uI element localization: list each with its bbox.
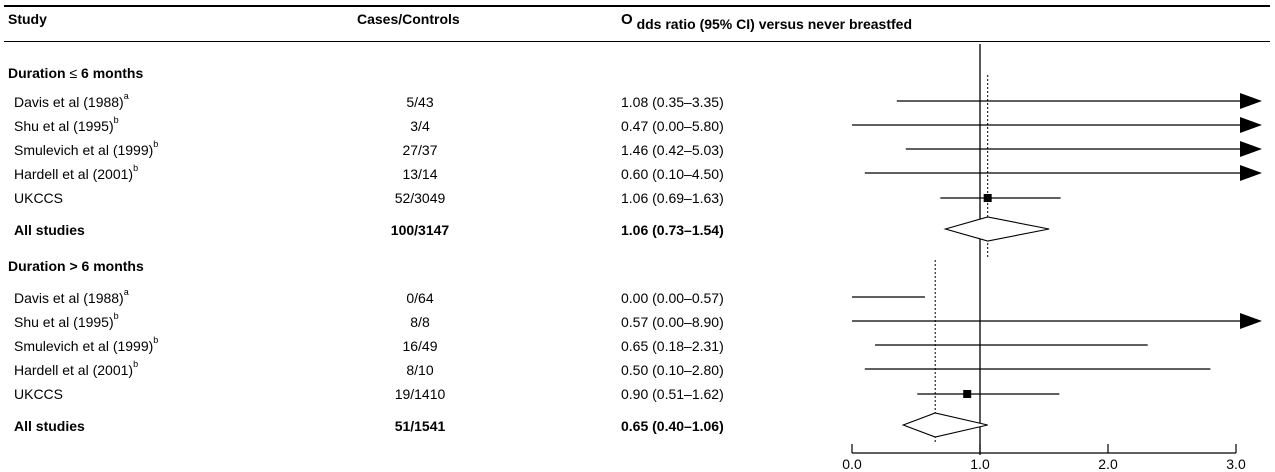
study-name: Davis et al (1988) xyxy=(14,290,124,306)
point-estimate-box xyxy=(983,194,992,202)
study-sup: b xyxy=(153,335,159,345)
or-value-2-1: 0.00 (0.00–0.57) xyxy=(621,290,724,306)
group-label-1-symbol: ≤ xyxy=(69,65,78,81)
pooled-or-value-1: 1.06 (0.73–1.54) xyxy=(621,222,724,238)
study-row-2-4: Hardell et al (2001)b xyxy=(14,359,139,378)
ci-arrow xyxy=(1240,93,1262,109)
cases-controls-1-5: 52/3049 xyxy=(394,190,446,206)
study-sup: b xyxy=(113,311,119,321)
header-odds-ratio: O dds ratio (95% CI) versus never breast… xyxy=(621,11,912,32)
header-cases-controls: Cases/Controls xyxy=(357,11,460,27)
header-study: Study xyxy=(8,11,47,27)
or-value-2-3: 0.65 (0.18–2.31) xyxy=(621,338,724,354)
study-name: Shu et al (1995) xyxy=(14,118,114,134)
x-tick-label: 0.0 xyxy=(842,456,862,472)
x-tick-label: 2.0 xyxy=(1098,456,1118,472)
group-label-2-symbol: > xyxy=(69,258,78,274)
group-label-1: Duration ≤ 6 months xyxy=(8,65,143,81)
cases-controls-1-1: 5/43 xyxy=(406,94,434,110)
cases-controls-2-4: 8/10 xyxy=(406,362,434,378)
study-name: Hardell et al (2001) xyxy=(14,362,134,378)
study-sup: b xyxy=(153,139,159,149)
header-bottom-rule xyxy=(4,41,1270,42)
study-name: UKCCS xyxy=(14,386,64,402)
study-name: UKCCS xyxy=(14,190,64,206)
pooled-diamond xyxy=(901,412,988,438)
group-label-1-suffix: 6 months xyxy=(81,65,144,81)
or-value-1-4: 0.60 (0.10–4.50) xyxy=(621,166,724,182)
or-value-1-5: 1.06 (0.69–1.63) xyxy=(621,190,724,206)
ci-arrow xyxy=(1240,141,1262,157)
point-estimate-box xyxy=(963,390,972,398)
study-name: Shu et al (1995) xyxy=(14,314,114,330)
x-tick-label: 3.0 xyxy=(1226,456,1246,472)
ci-arrow xyxy=(1240,313,1262,329)
study-sup: b xyxy=(133,359,139,369)
cases-controls-2-1: 0/64 xyxy=(406,290,434,306)
study-sup: a xyxy=(123,287,129,297)
ci-arrow xyxy=(1240,165,1262,181)
or-value-1-3: 1.46 (0.42–5.03) xyxy=(621,142,724,158)
pooled-diamond xyxy=(943,216,1050,242)
pooled-label-2: All studies xyxy=(14,418,85,434)
or-value-2-5: 0.90 (0.51–1.62) xyxy=(621,386,724,402)
or-value-2-2: 0.57 (0.00–8.90) xyxy=(621,314,724,330)
cases-controls-2-2: 8/8 xyxy=(410,314,430,330)
or-value-1-1: 1.08 (0.35–3.35) xyxy=(621,94,724,110)
cases-controls-2-5: 19/1410 xyxy=(394,386,446,402)
header-or-first: O xyxy=(621,11,633,28)
ci-arrow xyxy=(1240,117,1262,133)
study-row-1-3: Smulevich et al (1999)b xyxy=(14,139,159,158)
study-row-1-1: Davis et al (1988)a xyxy=(14,91,129,110)
cases-controls-1-3: 27/37 xyxy=(402,142,438,158)
x-tick-label: 1.0 xyxy=(970,456,990,472)
pooled-cases-controls-2: 51/1541 xyxy=(394,418,446,434)
cases-controls-2-3: 16/49 xyxy=(402,338,438,354)
group-label-1-prefix: Duration xyxy=(8,65,66,81)
study-row-1-4: Hardell et al (2001)b xyxy=(14,163,139,182)
study-name: Hardell et al (2001) xyxy=(14,166,134,182)
group-label-2-suffix: 6 months xyxy=(81,258,144,274)
or-value-1-2: 0.47 (0.00–5.80) xyxy=(621,118,724,134)
study-sup: b xyxy=(113,115,119,125)
study-row-1-5: UKCCS xyxy=(14,190,63,206)
study-name: Smulevich et al (1999) xyxy=(14,142,154,158)
study-row-2-2: Shu et al (1995)b xyxy=(14,311,119,330)
study-row-2-1: Davis et al (1988)a xyxy=(14,287,129,306)
header-or-rest: dds ratio (95% CI) versus never breastfe… xyxy=(636,16,912,32)
pooled-cases-controls-1: 100/3147 xyxy=(390,222,450,238)
or-value-2-4: 0.50 (0.10–2.80) xyxy=(621,362,724,378)
study-name: Smulevich et al (1999) xyxy=(14,338,154,354)
group-label-2: Duration > 6 months xyxy=(8,258,144,274)
group-label-2-prefix: Duration xyxy=(8,258,66,274)
study-row-1-2: Shu et al (1995)b xyxy=(14,115,119,134)
study-row-2-5: UKCCS xyxy=(14,386,63,402)
study-sup: b xyxy=(133,163,139,173)
cases-controls-1-2: 3/4 xyxy=(410,118,430,134)
study-row-2-3: Smulevich et al (1999)b xyxy=(14,335,159,354)
study-name: Davis et al (1988) xyxy=(14,94,124,110)
pooled-or-value-2: 0.65 (0.40–1.06) xyxy=(621,418,724,434)
study-sup: a xyxy=(123,91,129,101)
pooled-label-1: All studies xyxy=(14,222,85,238)
cases-controls-1-4: 13/14 xyxy=(402,166,438,182)
header-top-rule xyxy=(4,5,1270,7)
